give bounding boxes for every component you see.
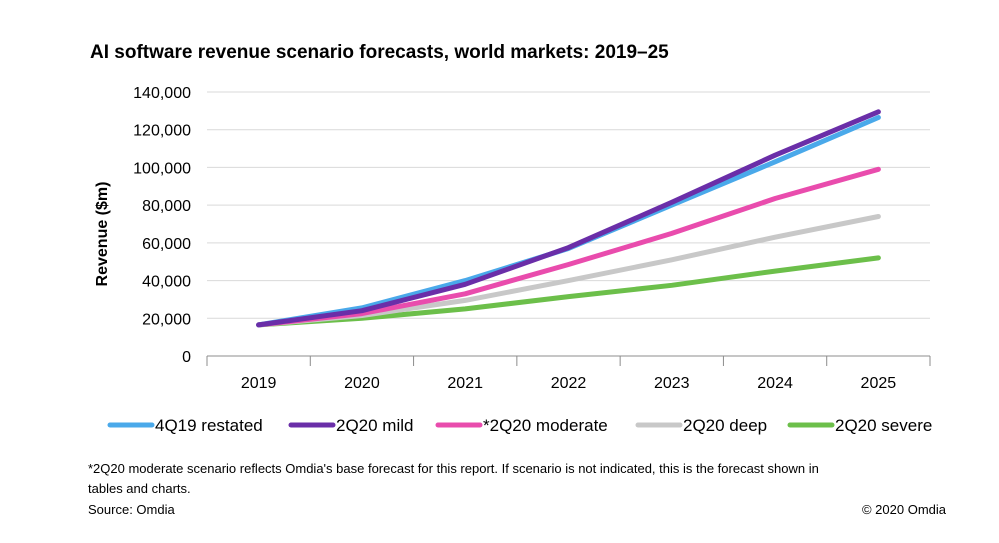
series-line-2q20-moderate — [256, 166, 881, 328]
y-tick-label: 20,000 — [142, 311, 191, 328]
legend-label: 2Q20 severe — [835, 416, 932, 435]
y-tick-label: 40,000 — [142, 274, 191, 291]
y-tick-label: 0 — [182, 349, 191, 366]
copyright-note: © 2020 Omdia — [861, 502, 946, 517]
legend-label: 2Q20 mild — [336, 416, 413, 435]
legend-label: 4Q19 restated — [155, 416, 263, 435]
y-tick-label: 100,000 — [133, 160, 191, 177]
y-tick-label: 120,000 — [133, 123, 191, 140]
y-axis-label: Revenue ($m) — [94, 182, 111, 287]
x-tick-label: 2023 — [654, 375, 690, 392]
x-tick-label: 2021 — [447, 375, 483, 392]
x-tick-label: 2020 — [344, 375, 380, 392]
legend-label: *2Q20 moderate — [483, 416, 608, 435]
chart-title: AI software revenue scenario forecasts, … — [90, 42, 669, 63]
y-tick-label: 60,000 — [142, 236, 191, 253]
y-tick-label: 140,000 — [133, 85, 191, 102]
x-tick-label: 2019 — [241, 375, 277, 392]
x-tick-label: 2024 — [757, 375, 793, 392]
series-line-2q20-mild — [256, 109, 881, 328]
x-tick-label: 2025 — [861, 375, 897, 392]
y-tick-label: 80,000 — [142, 198, 191, 215]
legend: 4Q19 restated 2Q20 mild *2Q20 moderate 2Q20… — [107, 416, 932, 435]
x-tick-label: 2022 — [551, 375, 587, 392]
legend-label: 2Q20 deep — [683, 416, 767, 435]
gridlines — [207, 91, 930, 319]
axes: 0 20,000 40,000 60,000 80,000 100,000 120,000 1… — [133, 85, 931, 392]
footnote-line-1: *2Q20 moderate scenario reflects Omdia's… — [88, 461, 819, 476]
footnote-line-2: tables and charts. — [88, 481, 191, 496]
series-lines — [256, 109, 881, 328]
source-note: Source: Omdia — [88, 502, 175, 517]
series-line-2q20-severe — [256, 255, 881, 328]
